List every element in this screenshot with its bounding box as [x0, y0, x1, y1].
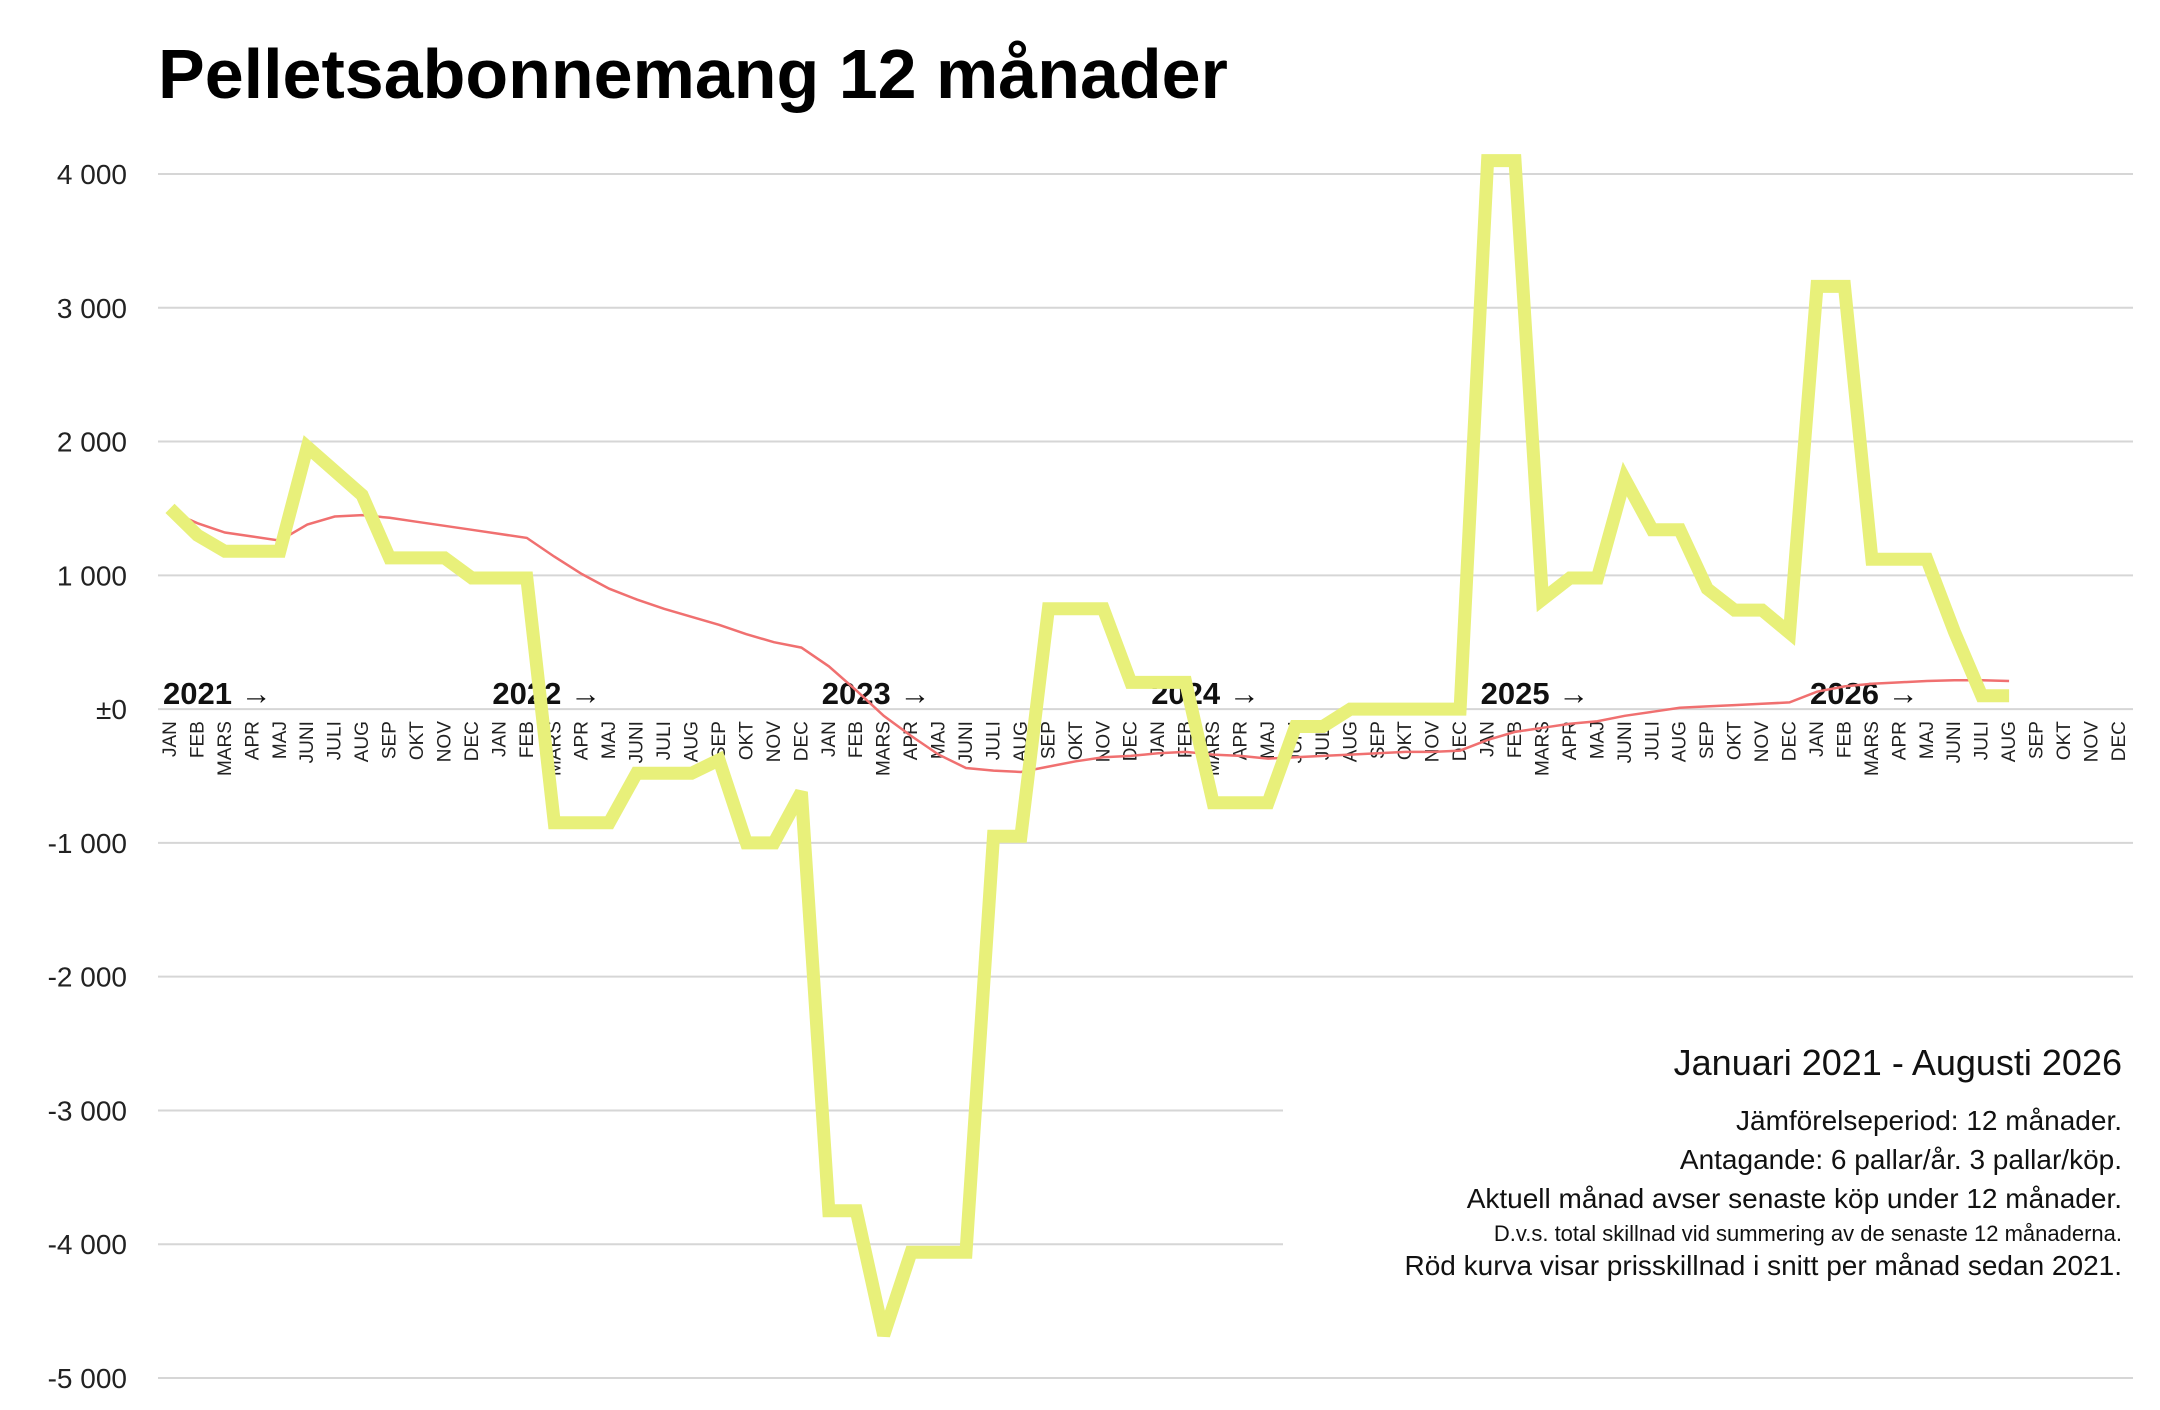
x-tick-label: APR: [1889, 721, 1910, 760]
x-tick-label: DEC: [2109, 721, 2130, 761]
x-tick-label: AUG: [1670, 721, 1691, 762]
x-tick-label: DEC: [1780, 721, 1801, 761]
x-tick-label: MARS: [1862, 721, 1883, 776]
x-tick-label: SEP: [2027, 721, 2048, 759]
x-tick-label: MARS: [874, 721, 895, 776]
x-tick-label: MARS: [215, 721, 236, 776]
x-tick-label: NOV: [1093, 721, 1114, 763]
y-tick-label: -1 000: [48, 828, 127, 859]
x-tick-label: FEB: [187, 721, 208, 758]
x-tick-label: FEB: [1834, 721, 1855, 758]
y-tick-label: ±0: [96, 694, 127, 725]
x-tick-label: JULI: [984, 721, 1005, 760]
x-tick-label: SEP: [380, 721, 401, 759]
annotation-box: Januari 2021 - Augusti 2026 Jämförelsepe…: [1405, 1042, 2122, 1281]
x-tick-label: NOV: [1752, 721, 1773, 763]
x-tick-label: NOV: [2082, 721, 2103, 763]
x-tick-label: APR: [242, 721, 263, 760]
series-line-red: [169, 509, 2010, 774]
x-tick-label: APR: [1560, 721, 1581, 760]
x-tick-label: JULI: [325, 721, 346, 760]
x-tick-label: JULI: [654, 721, 675, 760]
x-tick-label: JULI: [1642, 721, 1663, 760]
x-tick-label: APR: [1231, 721, 1252, 760]
x-tick-label: JAN: [160, 721, 181, 757]
year-label: 2021 →: [163, 676, 272, 711]
x-tick-label: AUG: [1340, 721, 1361, 762]
year-labels: 2021 → 2022 → 2023 → 2024 → 2025 → 2026 →: [163, 676, 1919, 711]
series-line-yellow: [165, 154, 2010, 1338]
x-tick-label: DEC: [462, 721, 483, 761]
x-tick-label: MAJ: [1587, 721, 1608, 759]
x-tick-label: NOV: [435, 721, 456, 763]
y-tick-label: 1 000: [57, 560, 127, 591]
x-tick-label: JUNI: [1615, 721, 1636, 763]
x-tick-label: SEP: [1697, 721, 1718, 759]
x-tick-label: APR: [901, 721, 922, 760]
x-axis: JAN FEB MARS APR MAJ JUNI JULI AUG SEP OKT NOV DEC J…: [160, 721, 2130, 776]
x-tick-label: OKT: [736, 721, 757, 760]
x-tick-label: FEB: [1505, 721, 1526, 758]
year-label: 2025 →: [1481, 676, 1590, 711]
x-tick-label: DEC: [1121, 721, 1142, 761]
x-tick-label: SEP: [1038, 721, 1059, 759]
x-tick-label: AUG: [352, 721, 373, 762]
x-tick-label: OKT: [1725, 721, 1746, 760]
x-tick-label: AUG: [682, 721, 703, 762]
x-tick-label: SEP: [1368, 721, 1389, 759]
annotation-line: Röd kurva visar prisskillnad i snitt per…: [1405, 1250, 2122, 1281]
y-tick-label: 2 000: [57, 427, 127, 458]
x-tick-label: OKT: [407, 721, 428, 760]
x-tick-label: MARS: [1533, 721, 1554, 776]
x-tick-label: OKT: [1066, 721, 1087, 760]
year-label: 2023 →: [822, 676, 931, 711]
x-tick-label: NOV: [764, 721, 785, 763]
x-tick-label: SEP: [709, 721, 730, 759]
y-tick-label: -3 000: [48, 1095, 127, 1126]
annotation-line: Jämförelseperiod: 12 månader.: [1736, 1105, 2122, 1136]
chart-title: Pelletsabonnemang 12 månader: [158, 35, 1228, 113]
y-tick-label: -2 000: [48, 962, 127, 993]
x-tick-label: FEB: [517, 721, 538, 758]
x-tick-label: MAJ: [599, 721, 620, 759]
x-tick-label: JAN: [489, 721, 510, 757]
x-tick-label: JUNI: [627, 721, 648, 763]
x-tick-label: AUG: [1999, 721, 2020, 762]
y-tick-label: 3 000: [57, 293, 127, 324]
annotation-heading: Januari 2021 - Augusti 2026: [1674, 1042, 2122, 1083]
x-tick-label: MAJ: [270, 721, 291, 759]
series-layer: [165, 154, 2010, 1338]
x-tick-label: JAN: [819, 721, 840, 757]
x-tick-label: OKT: [2054, 721, 2075, 760]
x-tick-label: JAN: [1807, 721, 1828, 757]
x-tick-label: JUNI: [956, 721, 977, 763]
annotation-line: D.v.s. total skillnad vid summering av d…: [1494, 1221, 2122, 1246]
x-tick-label: JULI: [1972, 721, 1993, 760]
annotation-line: Antagande: 6 pallar/år. 3 pallar/köp.: [1680, 1144, 2122, 1175]
x-tick-label: MAJ: [929, 721, 950, 759]
x-tick-label: JUNI: [1944, 721, 1965, 763]
x-tick-label: JUNI: [297, 721, 318, 763]
x-tick-label: OKT: [1395, 721, 1416, 760]
x-tick-label: FEB: [846, 721, 867, 758]
x-tick-label: NOV: [1423, 721, 1444, 763]
x-tick-label: MAJ: [1917, 721, 1938, 759]
annotation-line: Aktuell månad avser senaste köp under 12…: [1467, 1183, 2122, 1214]
x-tick-label: MAJ: [1258, 721, 1279, 759]
x-tick-label: DEC: [1450, 721, 1471, 761]
y-tick-label: -4 000: [48, 1229, 127, 1260]
x-tick-label: APR: [572, 721, 593, 760]
x-tick-label: JAN: [1148, 721, 1169, 757]
y-tick-label: -5 000: [48, 1363, 127, 1394]
y-axis: 4 000 3 000 2 000 1 000 ±0 -1 000 -2 000 -3 000…: [48, 159, 127, 1394]
x-tick-label: DEC: [791, 721, 812, 761]
y-tick-label: 4 000: [57, 159, 127, 190]
